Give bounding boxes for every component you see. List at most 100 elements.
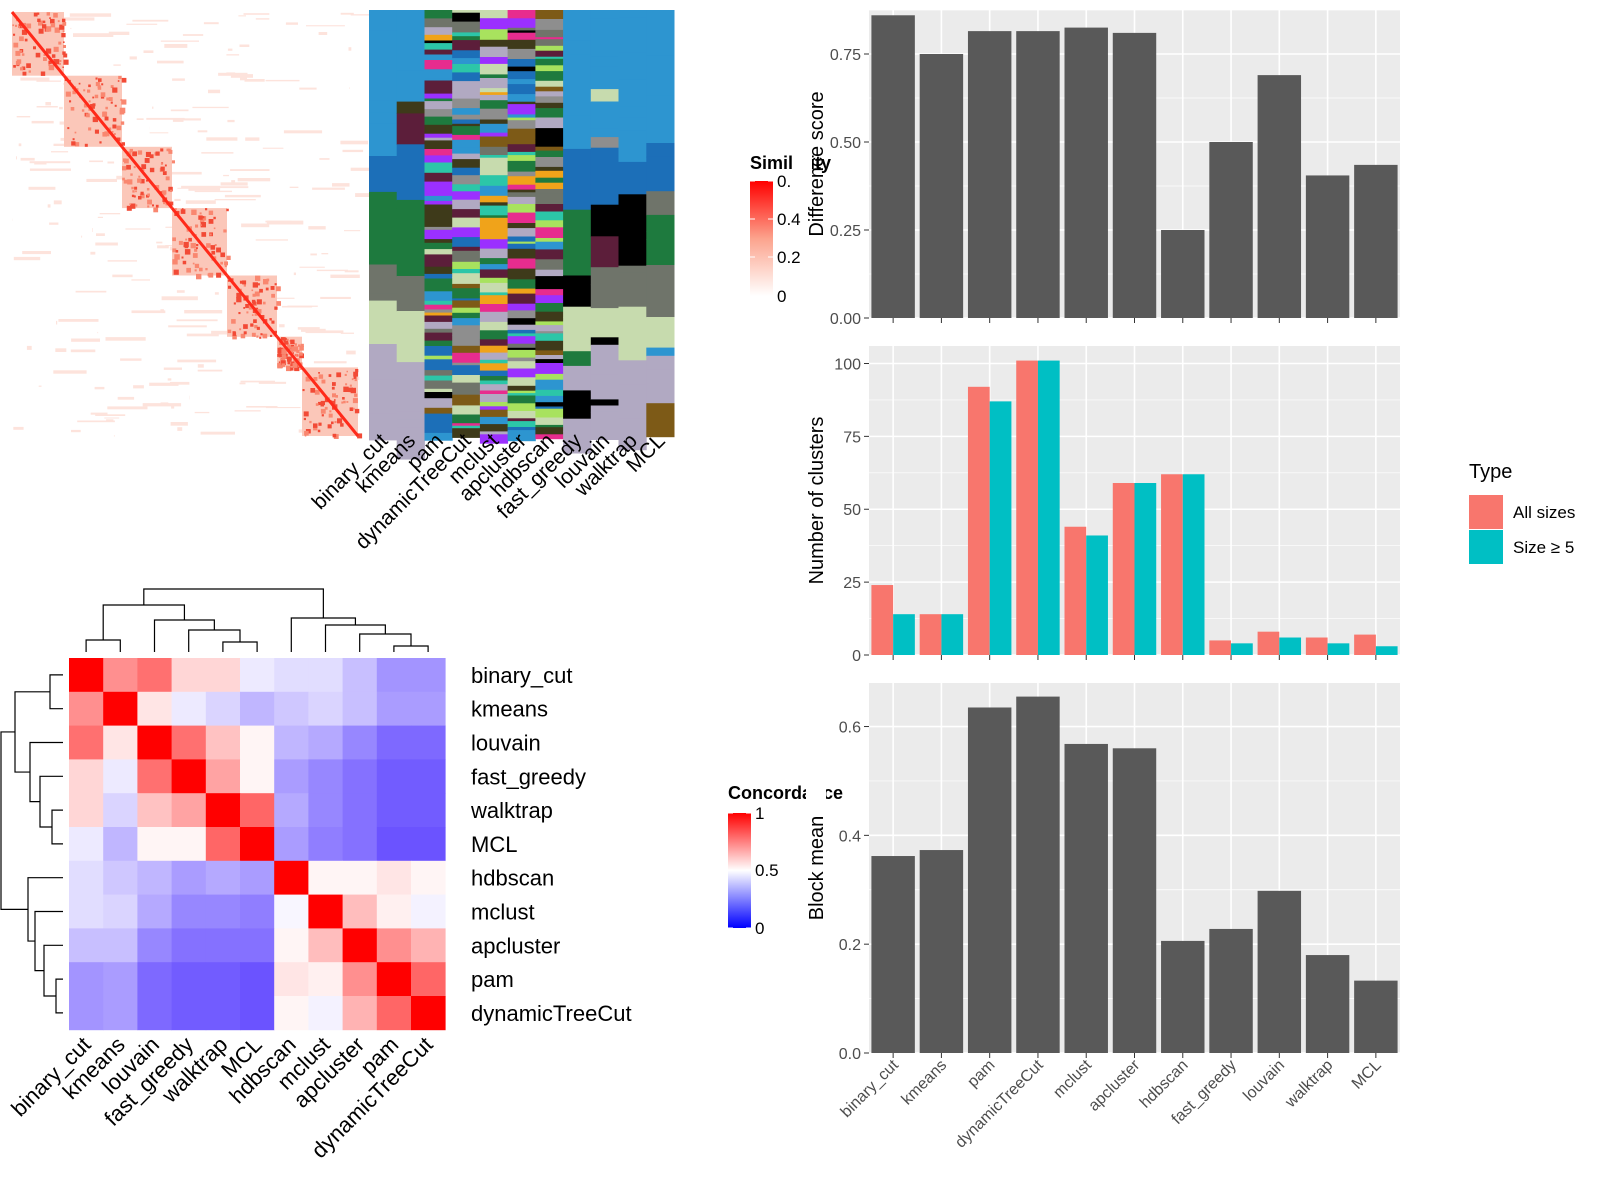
concordance-cell bbox=[376, 827, 412, 862]
concordance-cell bbox=[103, 860, 138, 895]
concordance-cell bbox=[103, 962, 138, 997]
bar bbox=[1016, 31, 1060, 319]
bar-size-5 bbox=[941, 614, 964, 655]
bar-all-sizes bbox=[967, 386, 990, 655]
concordance-cell bbox=[411, 691, 446, 726]
concordance-cell bbox=[171, 860, 207, 895]
dendrogram-branch bbox=[34, 910, 63, 972]
concordance-cell bbox=[411, 860, 446, 895]
concordance-cell bbox=[342, 658, 378, 693]
bar-size-5 bbox=[1182, 474, 1205, 655]
concordance-cell bbox=[69, 691, 104, 726]
bar-all-sizes bbox=[1305, 637, 1328, 655]
y-tick-label: 0.2 bbox=[839, 937, 861, 954]
concordance-cell bbox=[69, 725, 104, 760]
concordance-cell bbox=[171, 658, 207, 693]
concordance-cell bbox=[69, 759, 104, 794]
bar bbox=[1305, 175, 1350, 318]
concordance-cell bbox=[376, 759, 412, 794]
concordance-cell bbox=[205, 996, 241, 1031]
concordance-cell bbox=[376, 996, 412, 1031]
concordance-cell bbox=[69, 860, 104, 895]
similarity-legend: Similarity 0.60.40.20 bbox=[750, 153, 831, 306]
concordance-row-label: dynamicTreeCut bbox=[471, 1001, 632, 1026]
concordance-cell bbox=[137, 928, 172, 963]
bar-all-sizes bbox=[1161, 474, 1183, 655]
concordance-cell bbox=[411, 759, 446, 794]
concordance-cell bbox=[103, 793, 138, 828]
type-legend-title: Type bbox=[1469, 461, 1512, 483]
concordance-tick-label: 0 bbox=[755, 919, 764, 938]
bar-all-sizes bbox=[1257, 631, 1280, 655]
concordance-cell bbox=[342, 827, 378, 862]
bar-size-5 bbox=[989, 401, 1012, 655]
concordance-cell bbox=[274, 962, 309, 997]
bar bbox=[1305, 955, 1350, 1053]
bar bbox=[1016, 696, 1060, 1053]
concordance-cell bbox=[274, 928, 309, 963]
concordance-cell bbox=[342, 725, 378, 760]
concordance-cell bbox=[171, 928, 207, 963]
concordance-cell bbox=[103, 725, 138, 760]
concordance-cell bbox=[274, 759, 309, 794]
concordance-cell bbox=[137, 793, 172, 828]
concordance-dendrogram-left bbox=[0, 674, 63, 1014]
y-axis-label: Difference score bbox=[806, 91, 828, 236]
concordance-cell bbox=[274, 691, 309, 726]
concordance-cell bbox=[411, 894, 446, 929]
concordance-cell bbox=[308, 962, 343, 997]
concordance-cell bbox=[376, 793, 412, 828]
y-tick-label: 0.75 bbox=[830, 47, 861, 64]
bar bbox=[1112, 748, 1157, 1053]
concordance-cell bbox=[137, 725, 172, 760]
concordance-cell bbox=[376, 962, 412, 997]
concordance-cell bbox=[137, 860, 172, 895]
bar-all-sizes bbox=[871, 585, 894, 655]
concordance-cell bbox=[103, 928, 138, 963]
concordance-cell bbox=[342, 894, 378, 929]
bar bbox=[1354, 980, 1398, 1053]
concordance-cell bbox=[171, 691, 207, 726]
similarity-tick-label: 0.4 bbox=[777, 210, 801, 229]
concordance-tick-label: 0.5 bbox=[755, 861, 779, 880]
y-tick-label: 0.50 bbox=[830, 135, 861, 152]
concordance-cell bbox=[274, 658, 309, 693]
concordance-cell bbox=[137, 827, 172, 862]
legend-label-size-ge-5: Size ≥ 5 bbox=[1513, 538, 1574, 557]
concordance-cell bbox=[308, 691, 343, 726]
y-tick-label: 0.25 bbox=[830, 223, 861, 240]
dendrogram-branch bbox=[85, 639, 121, 652]
concordance-cell bbox=[205, 691, 241, 726]
concordance-row-label: walktrap bbox=[470, 798, 553, 823]
bar bbox=[919, 54, 964, 318]
bar bbox=[1161, 230, 1205, 318]
dendrogram-branch bbox=[27, 877, 63, 942]
bar bbox=[1064, 27, 1108, 318]
concordance-cell bbox=[342, 691, 378, 726]
concordance-cell bbox=[240, 928, 275, 963]
bar bbox=[871, 15, 915, 319]
concordance-cell bbox=[376, 928, 412, 963]
bar bbox=[1257, 890, 1302, 1053]
concordance-cell bbox=[240, 691, 275, 726]
concordance-cell bbox=[342, 860, 378, 895]
concordance-cell bbox=[69, 928, 104, 963]
bar-size-5 bbox=[1231, 643, 1253, 655]
concordance-row-label: binary_cut bbox=[471, 663, 573, 688]
bar-size-5 bbox=[1279, 637, 1302, 655]
concordance-cell bbox=[137, 759, 172, 794]
bar-all-sizes bbox=[1016, 360, 1038, 655]
concordance-cell bbox=[205, 928, 241, 963]
concordance-cell bbox=[411, 996, 446, 1031]
x-tick-label: mclust bbox=[1050, 1056, 1095, 1101]
concordance-cell bbox=[205, 860, 241, 895]
concordance-cell bbox=[376, 658, 412, 693]
bar-all-sizes bbox=[1112, 483, 1135, 655]
concordance-cell bbox=[171, 759, 207, 794]
y-axis-label: Number of clusters bbox=[806, 417, 828, 585]
bar-size-5 bbox=[1086, 535, 1108, 655]
concordance-cell bbox=[342, 962, 378, 997]
concordance-cell bbox=[376, 894, 412, 929]
